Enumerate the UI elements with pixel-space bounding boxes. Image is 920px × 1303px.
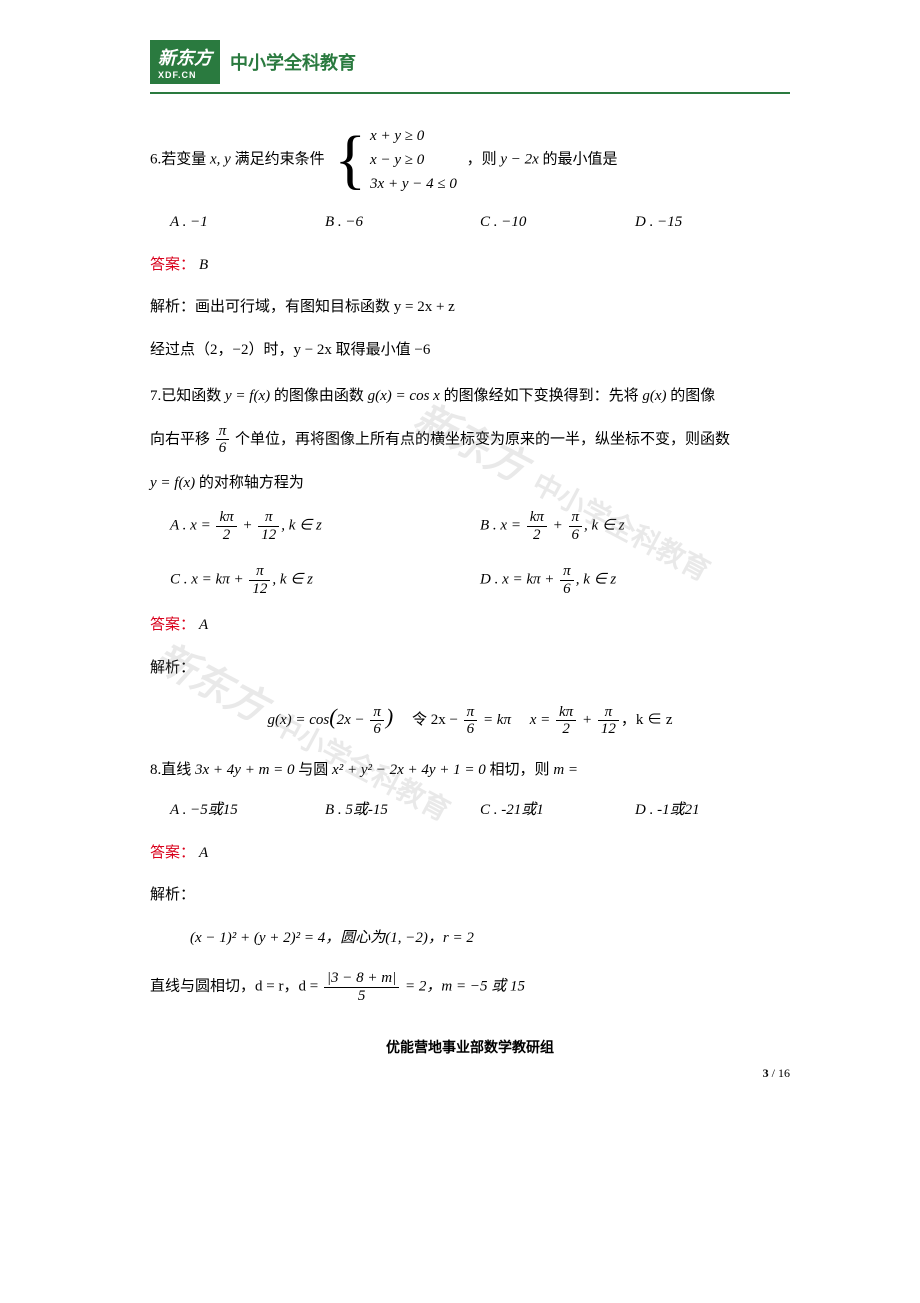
q7-stem: 7.已知函数 y = f(x) 的图像由函数 g(x) = cos x 的图像经… — [150, 382, 790, 411]
answer-value: B — [199, 257, 208, 273]
option-b: B . x = kπ2 + π6, k ∈ z — [480, 509, 790, 543]
option-c: C . x = kπ + π12, k ∈ z — [170, 563, 480, 597]
footer-department: 优能营地事业部数学教研组 — [150, 1034, 790, 1061]
q7-stem-3: y = f(x) 的对称轴方程为 — [150, 469, 790, 498]
answer-value: A — [199, 845, 208, 861]
explain-label: 解析： — [150, 299, 195, 315]
q6-explain: 解析：画出可行域，有图知目标函数 y = 2x + z — [150, 293, 790, 322]
option-d: D . -1或21 — [635, 796, 790, 825]
shift-fraction: π6 — [216, 423, 230, 457]
question-8: 8.直线 3x + 4y + m = 0 与圆 x² + y² − 2x + 4… — [150, 756, 790, 1005]
q6-stem: 6.若变量 x, y 满足约束条件 { x + y ≥ 0 x − y ≥ 0 … — [150, 124, 790, 196]
constraint-line: 3x + y − 4 ≤ 0 — [370, 176, 457, 192]
answer-label: 答案： — [150, 617, 195, 633]
option-d: D . x = kπ + π6, k ∈ z — [480, 563, 790, 597]
option-a: A . −5或15 — [170, 796, 325, 825]
q6-constraints: { x + y ≥ 0 x − y ≥ 0 3x + y − 4 ≤ 0 — [334, 124, 456, 196]
q8-number: 8. — [150, 762, 161, 778]
answer-label: 答案： — [150, 845, 195, 861]
q7-explain-label: 解析： — [150, 654, 790, 683]
q8-stem: 8.直线 3x + 4y + m = 0 与圆 x² + y² − 2x + 4… — [150, 756, 790, 785]
option-a: A . −1 — [170, 208, 325, 237]
option-b: B . 5或-15 — [325, 796, 480, 825]
q6-explain-2: 经过点（2，−2）时，y − 2x 取得最小值 −6 — [150, 336, 790, 365]
q7-explain-math: g(x) = cos(2x − π6) 令 2x − π6 = kπ x = k… — [150, 696, 790, 738]
page-total: 16 — [778, 1066, 790, 1080]
option-a: A . x = kπ2 + π12, k ∈ z — [170, 509, 480, 543]
page-sep: / — [769, 1066, 778, 1080]
header-title: 中小学全科教育 — [230, 49, 356, 75]
q7-options: A . x = kπ2 + π12, k ∈ z B . x = kπ2 + π… — [150, 509, 790, 597]
page-header: 新东方 XDF.CN 中小学全科教育 — [150, 40, 790, 94]
q7-stem-2: 向右平移 π6 个单位，再将图像上所有点的横坐标变为原来的一半，纵坐标不变，则函… — [150, 423, 790, 457]
q6-options: A . −1 B . −6 C . −10 D . −15 — [150, 208, 790, 237]
logo-main: 新东方 — [158, 48, 212, 68]
q8-answer: 答案：A — [150, 839, 790, 868]
brand-logo: 新东方 XDF.CN — [150, 40, 220, 84]
question-7: 7.已知函数 y = f(x) 的图像由函数 g(x) = cos x 的图像经… — [150, 382, 790, 738]
constraint-line: x − y ≥ 0 — [370, 152, 424, 168]
answer-value: A — [199, 617, 208, 633]
q8-explain-2: 直线与圆相切，d = r，d = |3 − 8 + m|5 = 2，m = −5… — [150, 970, 790, 1004]
option-b: B . −6 — [325, 208, 480, 237]
answer-label: 答案： — [150, 257, 195, 273]
question-6: 6.若变量 x, y 满足约束条件 { x + y ≥ 0 x − y ≥ 0 … — [150, 124, 790, 364]
q6-target: y − 2x — [500, 151, 538, 167]
q8-explain-label: 解析： — [150, 881, 790, 910]
q8-options: A . −5或15 B . 5或-15 C . -21或1 D . -1或21 — [150, 796, 790, 825]
q7-answer: 答案：A — [150, 611, 790, 640]
q6-answer: 答案：B — [150, 251, 790, 280]
left-brace-icon: { — [334, 130, 366, 190]
page-container: 新东方 中小学全科教育 新东方 中小学全科教育 新东方 XDF.CN 中小学全科… — [0, 0, 920, 1101]
q7-number: 7. — [150, 388, 161, 404]
option-d: D . −15 — [635, 208, 790, 237]
q8-explain-1: (x − 1)² + (y + 2)² = 4，圆心为(1, −2)，r = 2 — [150, 924, 790, 953]
explain-text: 画出可行域，有图知目标函数 y = 2x + z — [195, 299, 455, 315]
page-number: 3 / 16 — [763, 1066, 790, 1081]
content-area: 6.若变量 x, y 满足约束条件 { x + y ≥ 0 x − y ≥ 0 … — [150, 124, 790, 1061]
q6-number: 6. — [150, 151, 161, 167]
q6-vars: x, y — [210, 151, 231, 167]
logo-sub: XDF.CN — [158, 70, 212, 80]
option-c: C . −10 — [480, 208, 635, 237]
option-c: C . -21或1 — [480, 796, 635, 825]
constraint-line: x + y ≥ 0 — [370, 128, 424, 144]
